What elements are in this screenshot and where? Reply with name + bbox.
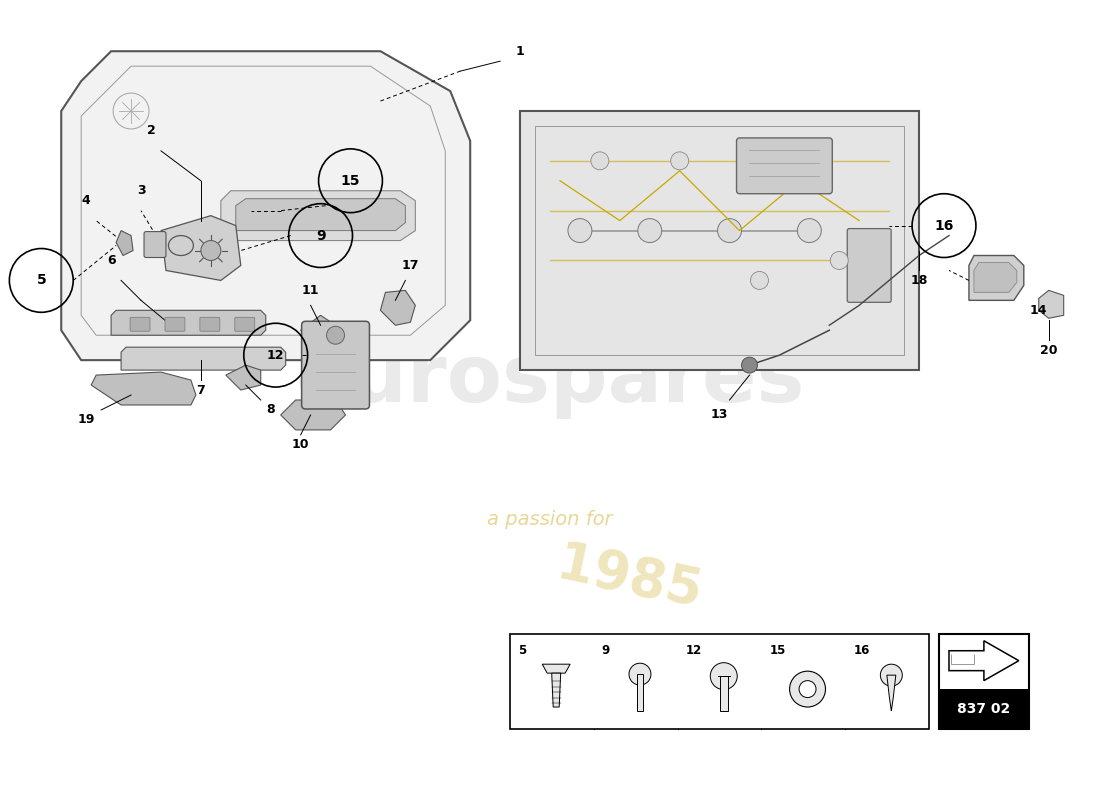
Text: 13: 13	[711, 409, 728, 422]
Polygon shape	[520, 111, 920, 370]
FancyBboxPatch shape	[200, 318, 220, 331]
Text: 19: 19	[77, 414, 95, 426]
Polygon shape	[974, 262, 1016, 292]
Circle shape	[201, 241, 221, 261]
Polygon shape	[161, 216, 241, 281]
Polygon shape	[381, 290, 416, 326]
Polygon shape	[121, 347, 286, 370]
Circle shape	[790, 671, 825, 707]
Circle shape	[741, 357, 758, 373]
Text: 2: 2	[146, 125, 155, 138]
Text: 14: 14	[1030, 304, 1047, 317]
Polygon shape	[111, 310, 266, 335]
FancyBboxPatch shape	[847, 229, 891, 302]
Polygon shape	[91, 372, 196, 405]
Text: 15: 15	[341, 174, 361, 188]
Polygon shape	[1038, 290, 1064, 318]
Circle shape	[591, 152, 609, 170]
Text: 15: 15	[769, 644, 785, 657]
Text: 837 02: 837 02	[957, 702, 1011, 716]
FancyBboxPatch shape	[939, 689, 1028, 729]
Circle shape	[830, 251, 848, 270]
FancyBboxPatch shape	[234, 318, 255, 331]
Text: 18: 18	[911, 274, 927, 287]
Polygon shape	[969, 255, 1024, 300]
Polygon shape	[280, 400, 345, 430]
Polygon shape	[949, 641, 1019, 681]
Polygon shape	[117, 230, 133, 255]
Text: 12: 12	[685, 644, 702, 657]
FancyBboxPatch shape	[737, 138, 833, 194]
Polygon shape	[552, 673, 561, 707]
Polygon shape	[637, 674, 644, 711]
FancyBboxPatch shape	[301, 322, 370, 409]
Polygon shape	[235, 198, 406, 230]
Text: eurospares: eurospares	[295, 341, 805, 419]
Polygon shape	[300, 315, 336, 345]
Circle shape	[717, 218, 741, 242]
FancyBboxPatch shape	[144, 231, 166, 258]
Circle shape	[799, 681, 816, 698]
FancyBboxPatch shape	[165, 318, 185, 331]
Circle shape	[798, 218, 822, 242]
Circle shape	[568, 218, 592, 242]
Polygon shape	[719, 676, 728, 711]
Text: 6: 6	[107, 254, 116, 267]
Text: 1985: 1985	[552, 538, 707, 620]
Text: 16: 16	[934, 218, 954, 233]
Text: 16: 16	[854, 644, 870, 657]
Text: 1: 1	[516, 45, 525, 58]
Text: 17: 17	[402, 259, 419, 272]
Text: 4: 4	[81, 194, 90, 207]
Circle shape	[880, 664, 902, 686]
Text: 8: 8	[266, 403, 275, 417]
Circle shape	[750, 271, 769, 290]
Text: 5: 5	[518, 644, 526, 657]
Text: 10: 10	[292, 438, 309, 451]
Text: 3: 3	[136, 184, 145, 198]
FancyBboxPatch shape	[130, 318, 150, 331]
Text: a passion for: a passion for	[487, 510, 613, 529]
Circle shape	[327, 326, 344, 344]
Text: 9: 9	[316, 229, 326, 242]
Text: 12: 12	[267, 349, 285, 362]
Polygon shape	[62, 51, 470, 360]
FancyBboxPatch shape	[510, 634, 930, 729]
FancyBboxPatch shape	[939, 634, 1028, 729]
Polygon shape	[542, 664, 570, 673]
Text: 5: 5	[36, 274, 46, 287]
Text: 9: 9	[602, 644, 610, 657]
Polygon shape	[887, 675, 895, 711]
Circle shape	[671, 152, 689, 170]
Circle shape	[638, 218, 662, 242]
Text: 7: 7	[197, 383, 206, 397]
Text: 20: 20	[1040, 344, 1057, 357]
Circle shape	[629, 663, 651, 685]
Text: 11: 11	[301, 284, 319, 297]
Circle shape	[711, 662, 737, 690]
Polygon shape	[226, 365, 261, 390]
Polygon shape	[221, 190, 416, 241]
